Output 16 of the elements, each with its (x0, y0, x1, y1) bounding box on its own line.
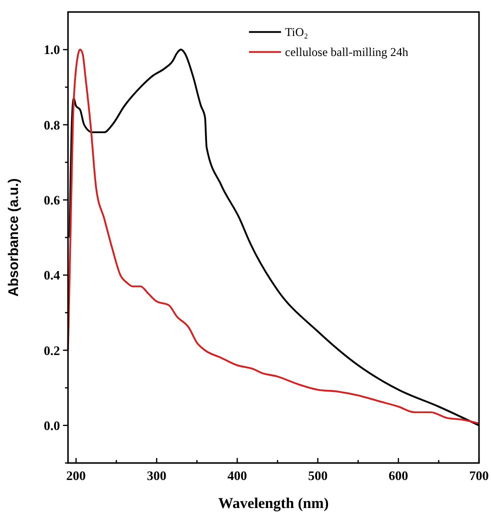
x-tick-label: 600 (388, 468, 408, 483)
y-axis-title: Absorbance (a.u.) (5, 178, 21, 297)
x-tick-label: 200 (66, 468, 86, 483)
y-tick-label: 0.4 (44, 268, 60, 283)
legend-label: cellulose ball-milling 24h (285, 45, 408, 59)
y-tick-label: 0.2 (44, 342, 60, 358)
x-tick-label: 300 (146, 468, 166, 483)
x-tick-label: 500 (308, 468, 328, 483)
y-tick-label: 0.8 (44, 117, 60, 132)
y-tick-label: 0.6 (44, 192, 60, 208)
y-tick-label: 1.0 (44, 42, 60, 58)
x-tick-label: 700 (469, 468, 489, 483)
x-axis-title: Wavelength (nm) (218, 496, 329, 512)
y-tick-label: 0.0 (44, 418, 60, 433)
x-tick-label: 400 (227, 468, 247, 483)
legend-label: TiO₂ (285, 25, 308, 39)
